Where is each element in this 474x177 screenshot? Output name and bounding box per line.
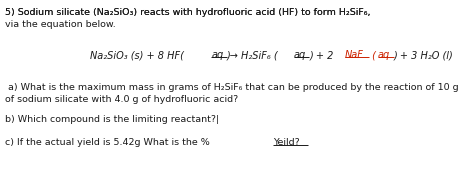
Text: Yeild?: Yeild? xyxy=(273,138,300,147)
Text: a) What is the maximum mass in grams of H₂SiF₆ that can be produced by the react: a) What is the maximum mass in grams of … xyxy=(5,83,459,92)
Text: b) Which compound is the limiting reactant?|: b) Which compound is the limiting reacta… xyxy=(5,115,219,124)
Text: ) + 2: ) + 2 xyxy=(310,50,337,60)
Text: via the equation below.: via the equation below. xyxy=(5,20,116,29)
Text: c) If the actual yield is 5.42g What is the %: c) If the actual yield is 5.42g What is … xyxy=(5,138,213,147)
Text: )→ H₂SiF₆ (: )→ H₂SiF₆ ( xyxy=(227,50,279,60)
Text: (: ( xyxy=(369,50,376,60)
Text: 5) Sodium silicate (Na₂SiO₃) reacts with hydrofluoric acid (HF) to form H₂SiF₆,: 5) Sodium silicate (Na₂SiO₃) reacts with… xyxy=(5,8,374,17)
Text: ) + 3 H₂O (l): ) + 3 H₂O (l) xyxy=(394,50,454,60)
Text: aq: aq xyxy=(293,50,306,60)
Text: of sodium silicate with 4.0 g of hydrofluoric acid?: of sodium silicate with 4.0 g of hydrofl… xyxy=(5,95,238,104)
Text: aq: aq xyxy=(211,50,223,60)
Text: Na₂SiO₃ (s) + 8 HF(: Na₂SiO₃ (s) + 8 HF( xyxy=(90,50,184,60)
Text: aq: aq xyxy=(378,50,390,60)
Text: NaF: NaF xyxy=(345,50,364,60)
Text: 5) Sodium silicate (Na₂SiO₃) reacts with hydrofluoric acid (HF) to form H₂SiF₆,: 5) Sodium silicate (Na₂SiO₃) reacts with… xyxy=(5,8,374,17)
